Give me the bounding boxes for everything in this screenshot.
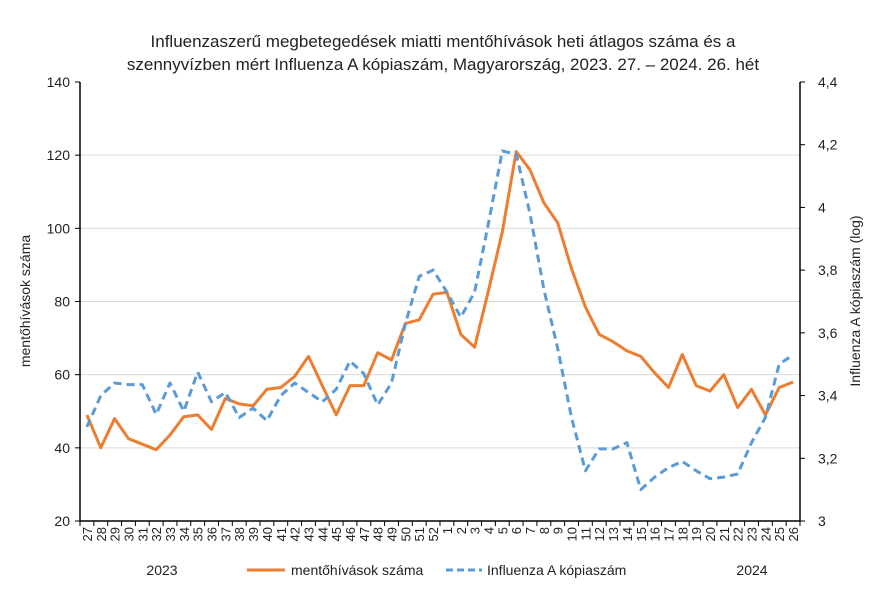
x-tick-label: 38 [232, 527, 247, 541]
x-tick-label: 9 [551, 527, 566, 534]
x-tick-label: 33 [163, 527, 178, 541]
y2-tick-label: 4,2 [818, 137, 838, 153]
x-tick-label: 40 [260, 527, 275, 541]
x-tick-label: 49 [385, 527, 400, 541]
y-tick-label: 100 [47, 220, 71, 236]
x-tick-label: 15 [634, 527, 649, 541]
y-tick-label: 140 [47, 74, 71, 90]
x-tick-label: 44 [315, 527, 330, 541]
x-tick-label: 37 [218, 527, 233, 541]
x-tick-label: 2 [454, 527, 469, 534]
x-tick-label: 20 [703, 527, 718, 541]
y-axis-label: mentőhívások száma [17, 235, 33, 367]
x-tick-label: 32 [149, 527, 164, 541]
x-tick-label: 17 [661, 527, 676, 541]
x-tick-label: 18 [675, 527, 690, 541]
x-tick-label: 24 [758, 527, 773, 541]
x-tick-label: 25 [772, 527, 787, 541]
x-tick-label: 39 [246, 527, 261, 541]
y-tick-label: 40 [54, 440, 70, 456]
chart-title-line-2: szennyvízben mért Influenza A kópiaszám,… [127, 55, 759, 74]
y2-tick-label: 3,6 [818, 325, 838, 341]
x-tick-label: 6 [509, 527, 524, 534]
x-tick-label: 41 [274, 527, 289, 541]
x-tick-label: 22 [731, 527, 746, 541]
y-tick-label: 80 [54, 294, 70, 310]
y2-tick-label: 4,4 [818, 74, 838, 90]
legend-label-calls: mentőhívások száma [291, 562, 423, 578]
x-tick-label: 51 [412, 527, 427, 541]
x-tick-label: 16 [648, 527, 663, 541]
x-tick-label: 47 [357, 527, 372, 541]
x-tick-label: 31 [135, 527, 150, 541]
y2-tick-label: 3 [818, 513, 826, 529]
x-tick-label: 30 [121, 527, 136, 541]
x-tick-label: 52 [426, 527, 441, 541]
x-tick-label: 19 [689, 527, 704, 541]
x-tick-label: 13 [606, 527, 621, 541]
x-tick-label: 14 [620, 527, 635, 541]
x-tick-label: 35 [191, 527, 206, 541]
x-tick-label: 12 [592, 527, 607, 541]
x-tick-label: 10 [565, 527, 580, 541]
x-tick-label: 50 [398, 527, 413, 541]
y2-tick-label: 3,2 [818, 450, 838, 466]
x-tick-label: 27 [80, 527, 95, 541]
series-line-calls [87, 152, 793, 450]
x-tick-label: 36 [205, 527, 220, 541]
y2-tick-label: 3,4 [818, 388, 838, 404]
x-tick-label: 8 [537, 527, 552, 534]
y2-axis-label: Influenza A kópiaszám (log) [847, 215, 863, 386]
x-tick-label: 46 [343, 527, 358, 541]
x-tick-label: 7 [523, 527, 538, 534]
x-tick-label: 29 [108, 527, 123, 541]
x-tick-label: 4 [481, 527, 496, 534]
y-tick-label: 120 [47, 147, 71, 163]
x-tick-label: 42 [288, 527, 303, 541]
year-label-2023: 2023 [146, 562, 177, 578]
x-tick-label: 23 [745, 527, 760, 541]
legend: mentőhívások száma Influenza A kópiaszám [247, 562, 626, 578]
y-tick-label: 60 [54, 367, 70, 383]
x-tick-label: 28 [94, 527, 109, 541]
series-line-influenza [87, 151, 793, 490]
x-tick-label: 5 [495, 527, 510, 534]
y-tick-label: 20 [54, 513, 70, 529]
year-label-2024: 2024 [736, 562, 767, 578]
x-tick-label: 43 [301, 527, 316, 541]
y2-tick-label: 4 [818, 199, 826, 215]
x-tick-label: 3 [468, 527, 483, 534]
legend-label-influenza: Influenza A kópiaszám [487, 562, 626, 578]
chart-title-line-1: Influenzaszerű megbetegedések miatti men… [151, 32, 736, 51]
x-tick-label: 11 [578, 527, 593, 541]
x-tick-label: 45 [329, 527, 344, 541]
y2-tick-label: 3,8 [818, 262, 838, 278]
x-tick-label: 1 [440, 527, 455, 534]
x-tick-label: 48 [371, 527, 386, 541]
x-tick-label: 34 [177, 527, 192, 541]
x-tick-label: 21 [717, 527, 732, 541]
x-tick-label: 26 [786, 527, 801, 541]
